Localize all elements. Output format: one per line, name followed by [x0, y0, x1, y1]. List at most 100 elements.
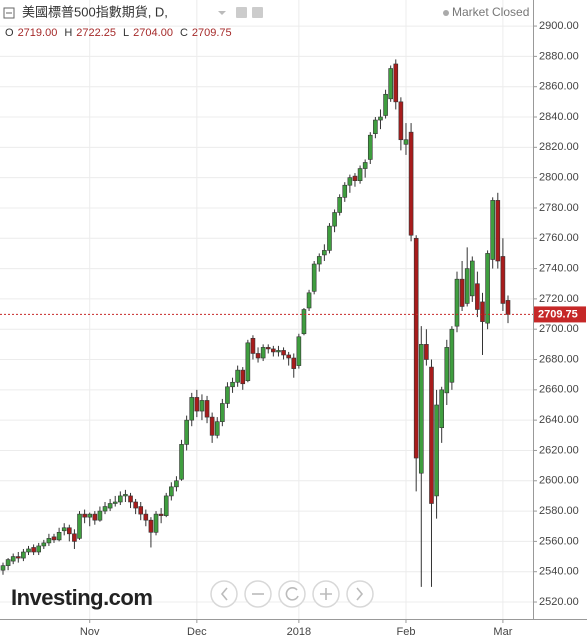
candle-body	[418, 344, 424, 474]
status-dot	[443, 10, 449, 16]
chart-title: 美國標普500指數期貨, D,	[22, 4, 168, 19]
candles	[0, 59, 533, 587]
y-tick-label: 2840.00	[539, 111, 579, 123]
candle-body	[327, 225, 332, 251]
y-tick-label: 2580.00	[539, 505, 579, 517]
candle-body	[367, 134, 373, 160]
candle-body	[87, 513, 93, 518]
zoom-in-icon	[320, 588, 332, 600]
candle-body	[265, 347, 271, 350]
ohlc-value: 2704.00	[133, 27, 173, 39]
collapse-icon[interactable]	[3, 7, 15, 19]
candle-body	[21, 551, 26, 559]
candle-body	[41, 542, 47, 547]
candle-body	[490, 200, 495, 260]
candle-body	[429, 366, 434, 504]
candle-body	[174, 480, 179, 488]
candle-body	[286, 354, 291, 359]
candle-body	[112, 501, 118, 504]
ohlc-legend: O 2719.00 H 2722.25 L 2704.00 C 2709.75	[5, 27, 232, 39]
candle-body	[82, 513, 87, 518]
scroll-right-button[interactable]	[346, 580, 374, 608]
candle-body	[143, 513, 149, 521]
candle-body	[51, 536, 57, 541]
candle-body	[255, 353, 261, 359]
candle-body	[107, 503, 113, 509]
last-price-box	[534, 306, 586, 323]
candle-body	[245, 342, 251, 382]
candle-body	[296, 336, 302, 366]
y-tick-label: 2860.00	[539, 81, 579, 93]
candle-body	[464, 268, 470, 304]
y-tick-label: 2520.00	[539, 596, 579, 608]
candle-body	[342, 184, 348, 198]
scroll-left-icon	[220, 587, 228, 601]
candle-body	[133, 501, 138, 509]
x-tick-label: Mar	[493, 626, 512, 638]
candle-body	[281, 350, 286, 356]
candle-body	[332, 212, 337, 227]
y-tick-label: 2900.00	[539, 20, 579, 32]
candle-body	[413, 237, 419, 459]
candle-body	[408, 131, 414, 236]
candle-body	[240, 369, 246, 385]
ohlc-label: H	[64, 27, 72, 39]
candle-body	[454, 278, 460, 327]
x-tick-label: Dec	[187, 626, 207, 638]
candle-body	[398, 101, 404, 141]
candle-body	[56, 532, 62, 541]
y-tick-label: 2680.00	[539, 353, 579, 365]
candle-body	[469, 260, 475, 297]
ohlc-value: 2722.25	[76, 27, 116, 39]
market-status: Market Closed	[452, 5, 529, 19]
candle-body	[199, 400, 205, 412]
settings-icon[interactable]	[236, 7, 247, 18]
candle-body	[347, 177, 353, 186]
candle-body	[214, 421, 220, 436]
y-tick-label: 2800.00	[539, 172, 579, 184]
candle-body	[225, 386, 230, 404]
scroll-right-icon	[356, 587, 364, 601]
candle-body	[459, 278, 465, 307]
candle-body	[271, 348, 276, 353]
candle-body	[138, 506, 144, 515]
candle-body	[0, 565, 6, 571]
candle-body	[169, 486, 174, 497]
y-tick-label: 2660.00	[539, 384, 579, 396]
candle-body	[209, 416, 215, 436]
candle-body	[97, 510, 103, 521]
candle-body	[179, 444, 184, 480]
candle-body	[485, 253, 490, 324]
y-tick-label: 2640.00	[539, 414, 579, 426]
candle-body	[475, 283, 480, 310]
candle-body	[77, 513, 82, 539]
y-tick-label: 2560.00	[539, 535, 579, 547]
candle-body	[434, 404, 439, 497]
candle-body	[500, 256, 506, 304]
candle-body	[230, 381, 235, 388]
candle-body	[505, 300, 511, 315]
candle-body	[36, 545, 42, 553]
candle-body	[480, 301, 485, 322]
reset-button[interactable]	[278, 580, 306, 608]
candle-body	[118, 495, 123, 503]
x-tick-label: Feb	[396, 626, 415, 638]
dropdown[interactable]	[218, 11, 226, 15]
close-icon[interactable]	[252, 7, 263, 18]
candle-body	[67, 527, 72, 535]
candle-body	[72, 533, 77, 542]
scroll-left-button[interactable]	[210, 580, 238, 608]
candle-body	[46, 538, 52, 544]
candle-body	[495, 200, 501, 262]
candle-body	[102, 506, 108, 512]
y-tick-label: 2740.00	[539, 262, 579, 274]
y-tick-label: 2720.00	[539, 293, 579, 305]
candle-body	[373, 119, 378, 134]
candle-body	[449, 328, 455, 383]
last-price-label: 2709.75	[538, 308, 578, 320]
candle-body	[301, 309, 307, 335]
candle-body	[439, 389, 444, 429]
ohlc-label: O	[5, 27, 14, 39]
ohlc-value: 2709.75	[192, 27, 232, 39]
